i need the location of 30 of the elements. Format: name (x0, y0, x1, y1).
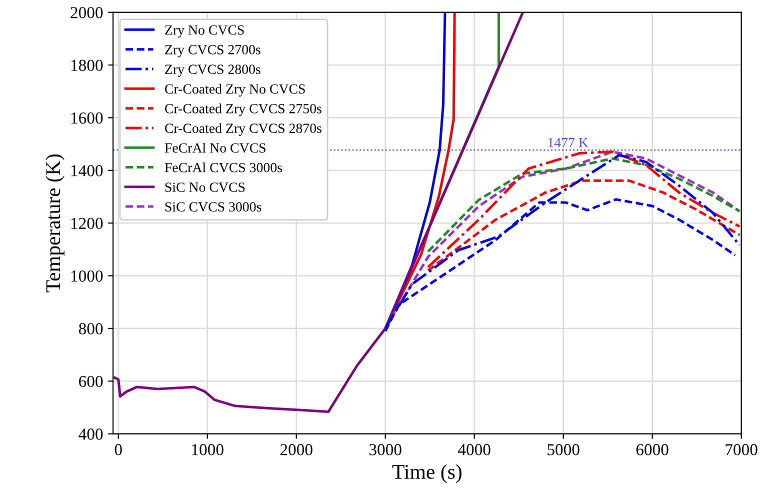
legend-label: Zry No CVCS (165, 25, 244, 38)
y-tick-label: 1600 (71, 112, 103, 124)
x-tick-label: 6000 (636, 444, 668, 456)
x-tick-label: 5000 (548, 444, 580, 456)
y-axis-title: Temperature (K) (46, 154, 64, 292)
ref-line-label: 1477 K (548, 138, 588, 148)
x-tick-label: 3000 (369, 444, 402, 456)
y-tick-label: 800 (78, 323, 103, 334)
legend-label: SiC CVCS 3000s (165, 202, 262, 212)
legend-label: FeCrAl CVCS 3000s (164, 162, 282, 172)
legend-label: FeCrAl No CVCS (164, 142, 266, 153)
legend-label: SiC No CVCS (165, 182, 245, 192)
x-tick-label: 2000 (280, 444, 312, 456)
x-tick-label: 7000 (726, 444, 758, 456)
legend-label: Cr-Coated Zry CVCS 2870s (165, 123, 322, 136)
x-tick-label: 0 (114, 444, 122, 456)
legend-label: Cr-Coated Zry CVCS 2750s (165, 104, 322, 116)
y-tick-label: 2000 (70, 7, 103, 18)
y-tick-label: 1800 (71, 60, 103, 71)
legend-label: Zry CVCS 2800s (165, 64, 260, 77)
y-tick-label: 1200 (71, 218, 103, 230)
legend-label: Zry CVCS 2700s (165, 44, 260, 58)
x-tick-label: 1000 (192, 444, 224, 456)
y-tick-label: 400 (78, 428, 103, 440)
legend-label: Cr-Coated Zry No CVCS (165, 84, 305, 97)
y-tick-label: 1000 (71, 270, 103, 282)
x-axis-title: Time (s) (392, 464, 462, 484)
y-tick-label: 600 (79, 376, 103, 388)
y-tick-label: 1400 (71, 165, 103, 176)
x-tick-label: 4000 (458, 444, 490, 456)
